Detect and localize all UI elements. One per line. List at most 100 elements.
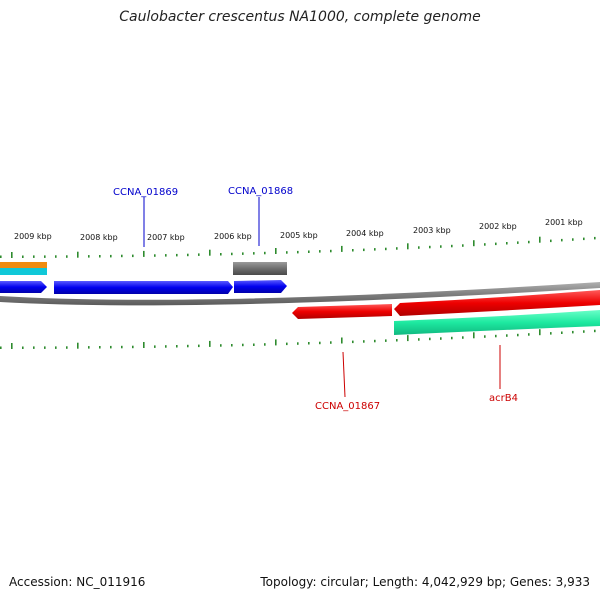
outer-tick <box>44 255 46 258</box>
label-ccna-01868[interactable]: CCNA_01868 <box>228 186 293 197</box>
outer-tick <box>473 240 475 247</box>
outer-tick <box>66 255 68 258</box>
outer-tick <box>385 247 387 251</box>
outer-tick <box>176 253 178 257</box>
outer-tick <box>209 249 211 256</box>
outer-tick <box>22 255 24 258</box>
inner-tick <box>550 332 552 335</box>
inner-tick <box>374 339 376 343</box>
label-acrb4[interactable]: acrB4 <box>489 393 518 404</box>
outer-tick <box>165 254 167 257</box>
outer-tick <box>319 250 321 253</box>
inner-tick <box>308 342 310 345</box>
inner-tick <box>297 342 299 345</box>
gene-blue-left[interactable] <box>0 281 47 293</box>
inner-tick <box>66 346 68 349</box>
inner-tick-marks <box>0 329 596 349</box>
gene-red-long[interactable] <box>394 290 600 316</box>
outer-tick <box>561 238 563 242</box>
label-ccna-01867[interactable]: CCNA_01867 <box>315 401 380 412</box>
leader-ccna-01867 <box>342 351 346 398</box>
inner-tick <box>396 339 398 342</box>
outer-tick <box>55 255 57 258</box>
gene-grey-pseudo[interactable] <box>233 262 287 275</box>
outer-tick <box>517 241 519 244</box>
inner-tick <box>572 330 574 334</box>
outer-tick-marks <box>0 236 596 258</box>
outer-tick <box>121 254 123 258</box>
outer-tick <box>583 237 585 241</box>
tick-label-2002: 2002 kbp <box>479 222 517 231</box>
label-ccna-01869[interactable]: CCNA_01869 <box>113 187 178 198</box>
inner-tick <box>176 345 178 348</box>
gene-ccna-01869[interactable] <box>54 281 233 294</box>
genome-backbone <box>0 282 600 306</box>
inner-tick <box>22 346 24 349</box>
outer-tick <box>308 250 310 253</box>
gene-orange[interactable] <box>0 262 47 268</box>
outer-tick <box>220 253 222 256</box>
inner-tick <box>539 329 541 336</box>
gene-ccna-01867[interactable] <box>292 304 392 319</box>
inner-tick <box>253 343 255 346</box>
inner-tick <box>407 335 409 342</box>
outer-tick <box>539 236 541 243</box>
outer-tick <box>88 255 90 258</box>
outer-tick <box>99 255 101 258</box>
inner-tick <box>583 330 585 333</box>
outer-tick <box>187 253 189 257</box>
outer-tick <box>484 243 486 246</box>
outer-tick <box>143 250 145 257</box>
inner-tick <box>275 339 277 346</box>
tick-label-2006: 2006 kbp <box>214 232 252 241</box>
outer-tick <box>11 252 13 258</box>
inner-tick <box>440 337 442 340</box>
inner-tick <box>77 342 79 349</box>
inner-tick <box>561 331 563 334</box>
outer-tick <box>154 254 156 257</box>
label-leaders <box>143 197 501 398</box>
inner-tick <box>154 345 156 348</box>
inner-tick <box>506 334 508 337</box>
outer-tick <box>297 250 299 254</box>
outer-tick <box>407 243 409 250</box>
tick-label-2003: 2003 kbp <box>413 226 451 235</box>
accession-text: Accession: NC_011916 <box>9 575 146 589</box>
inner-tick <box>99 346 101 349</box>
tick-label-2005: 2005 kbp <box>280 231 318 240</box>
inner-tick <box>363 340 365 343</box>
inner-tick <box>44 346 46 349</box>
outer-tick <box>0 255 2 258</box>
gene-cyan[interactable] <box>0 268 47 275</box>
outer-tick <box>462 244 464 247</box>
outer-tick <box>132 254 134 258</box>
inner-tick <box>385 339 387 342</box>
inner-tick <box>286 342 288 346</box>
inner-tick <box>121 345 123 349</box>
outer-tick <box>594 236 596 240</box>
outer-tick <box>110 254 112 258</box>
gene-acrb4[interactable] <box>394 310 600 335</box>
forward-strand-genes <box>0 262 287 294</box>
inner-tick <box>429 337 431 341</box>
outer-tick <box>253 252 255 255</box>
gene-ccna-01868[interactable] <box>234 280 287 293</box>
tick-label-2007: 2007 kbp <box>147 233 185 242</box>
inner-tick <box>594 329 596 333</box>
outer-tick <box>352 249 354 252</box>
topology-text: Topology: circular; Length: 4,042,929 bp… <box>260 575 590 589</box>
reverse-strand-genes <box>292 290 600 335</box>
inner-tick <box>209 340 211 347</box>
tick-label-2004: 2004 kbp <box>346 229 384 238</box>
outer-tick <box>374 248 376 251</box>
outer-tick <box>231 252 233 256</box>
outer-tick <box>286 251 288 254</box>
inner-tick <box>231 344 233 347</box>
tick-label-2008: 2008 kbp <box>80 233 118 242</box>
outer-tick <box>33 255 35 258</box>
map-title: Caulobacter crescentus NA1000, complete … <box>119 9 481 25</box>
outer-tick <box>275 248 277 254</box>
inner-tick <box>341 337 343 344</box>
outer-tick <box>429 245 431 249</box>
